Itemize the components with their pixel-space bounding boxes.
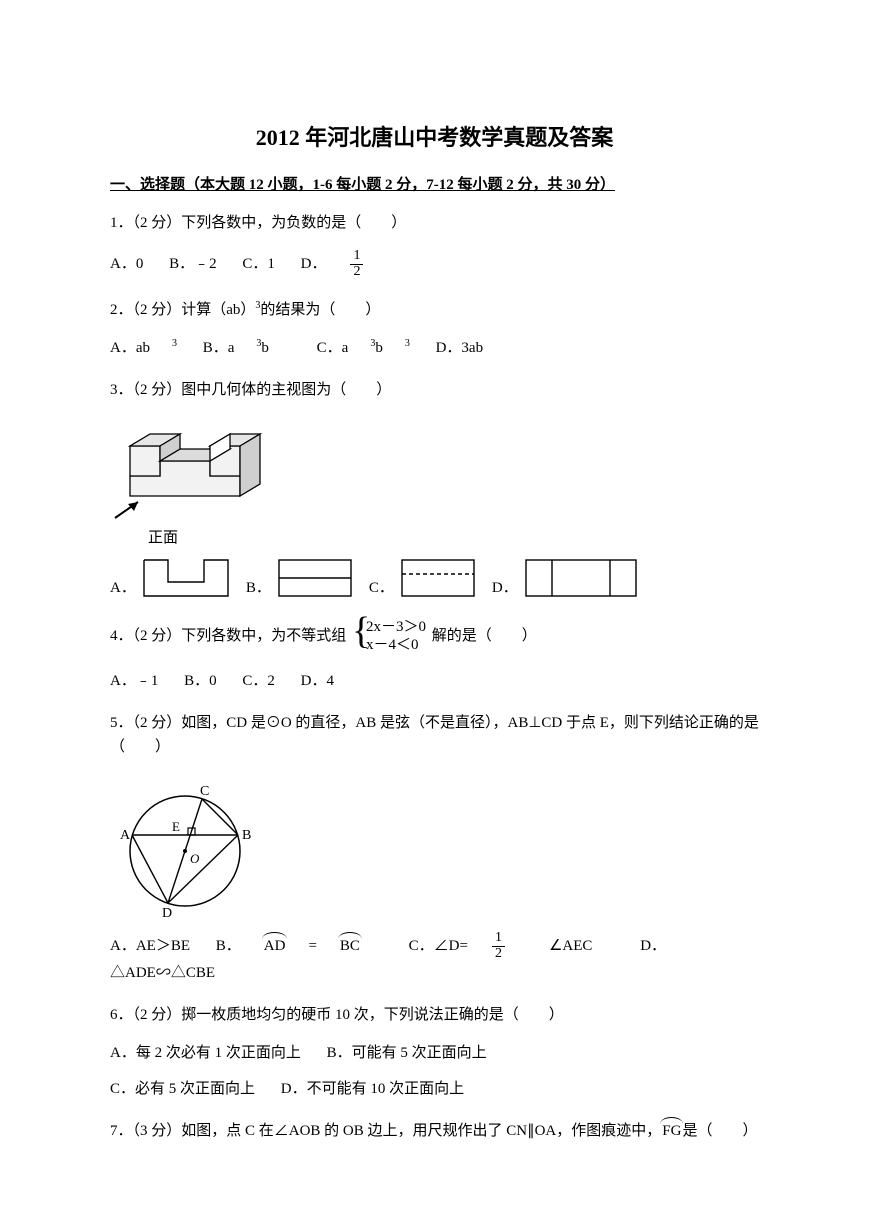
q6-stem: 6．（2 分）掷一枚质地均匀的硬币 10 次，下列说法正确的是（ ） bbox=[110, 1003, 759, 1027]
fraction-icon: 12 bbox=[492, 931, 527, 961]
q6-opt-d: D．不可能有 10 次正面向上 bbox=[281, 1081, 464, 1097]
q5-circle-figure: A B C D E O bbox=[110, 773, 759, 923]
q3-solid-figure: 正面 bbox=[110, 416, 759, 550]
front-view-dashed-icon bbox=[398, 556, 478, 600]
exam-page: 2012 年河北唐山中考数学真题及答案 一、选择题（本大题 12 小题，1-6 … bbox=[0, 0, 869, 1217]
front-view-two-verticals-icon bbox=[522, 556, 640, 600]
q5-stem: 5．（2 分）如图，CD 是⊙O 的直径，AB 是弦（不是直径），AB⊥CD 于… bbox=[110, 711, 759, 759]
label-e: E bbox=[172, 819, 180, 834]
q4-opt-a: A．﹣1 bbox=[110, 673, 158, 689]
q6-options-row2: C．必有 5 次正面向上 D．不可能有 10 次正面向上 bbox=[110, 1077, 759, 1101]
q6-opt-c: C．必有 5 次正面向上 bbox=[110, 1081, 255, 1097]
q4-options: A．﹣1 B．0 C．2 D．4 bbox=[110, 669, 759, 693]
q3-stem: 3．（2 分）图中几何体的主视图为（ ） bbox=[110, 378, 759, 402]
q2-stem: 2．（2 分）计算（ab）3的结果为（ ） bbox=[110, 298, 759, 322]
q2-options: A．ab3 B．a3b C．a3b3 D．3ab bbox=[110, 336, 759, 360]
q1-opt-b: B．﹣2 bbox=[169, 256, 217, 272]
front-direction-label: 正面 bbox=[148, 526, 759, 550]
q3-opt-d: D． bbox=[492, 556, 640, 600]
q3-options: A． B． C． D． bbox=[110, 556, 759, 600]
q4-opt-b: B．0 bbox=[184, 673, 217, 689]
q5-opt-b: B．AD=BC bbox=[216, 938, 387, 954]
section-1-header: 一、选择题（本大题 12 小题，1-6 每小题 2 分，7-12 每小题 2 分… bbox=[110, 173, 759, 197]
q1-opt-d: D．12 bbox=[301, 256, 408, 272]
front-view-u-icon bbox=[140, 556, 232, 600]
q4-opt-d: D．4 bbox=[301, 673, 334, 689]
q2-opt-c: C．a3b3 bbox=[317, 340, 410, 356]
label-a: A bbox=[120, 828, 131, 843]
q7-stem: 7．（3 分）如图，点 C 在∠AOB 的 OB 边上，用尺规作出了 CN∥OA… bbox=[110, 1119, 759, 1143]
q5-options: A．AE＞BE B．AD=BC C．∠D=12∠AEC D．△ADE∽△CBE bbox=[110, 931, 759, 985]
q1-options: A．0 B．﹣2 C．1 D．12 bbox=[110, 249, 759, 279]
q4-stem: 4．（2 分）下列各数中，为不等式组 2x－3＞0 x－4＜0 解的是（ ） bbox=[110, 618, 759, 656]
q3-opt-c: C． bbox=[369, 556, 478, 600]
arc-bc-icon: BC bbox=[339, 934, 361, 958]
q3-opt-a: A． bbox=[110, 556, 232, 600]
fraction-icon: 12 bbox=[350, 249, 385, 279]
q6-options-row1: A．每 2 次必有 1 次正面向上 B．可能有 5 次正面向上 bbox=[110, 1041, 759, 1065]
q2-opt-d: D．3ab bbox=[436, 340, 484, 356]
q2-opt-a: A．ab3 bbox=[110, 340, 177, 356]
q1-opt-c: C．1 bbox=[242, 256, 275, 272]
u-channel-3d-icon bbox=[110, 416, 270, 526]
q2-opt-b: B．a3b bbox=[203, 340, 291, 356]
label-c: C bbox=[200, 784, 209, 799]
label-o: O bbox=[190, 851, 200, 866]
q4-opt-c: C．2 bbox=[242, 673, 275, 689]
q1-d-prefix: D． bbox=[301, 256, 327, 272]
q6-opt-a: A．每 2 次必有 1 次正面向上 bbox=[110, 1045, 301, 1061]
q3-opt-b: B． bbox=[246, 556, 355, 600]
q1-stem: 1．（2 分）下列各数中，为负数的是（ ） bbox=[110, 211, 759, 235]
label-d: D bbox=[162, 906, 172, 921]
circle-chord-diameter-icon: A B C D E O bbox=[110, 773, 260, 923]
front-view-midline-icon bbox=[275, 556, 355, 600]
q1-opt-a: A．0 bbox=[110, 256, 143, 272]
q5-opt-c: C．∠D=12∠AEC bbox=[409, 938, 619, 954]
label-b: B bbox=[242, 828, 251, 843]
q6-opt-b: B．可能有 5 次正面向上 bbox=[327, 1045, 487, 1061]
brace-system-icon: 2x－3＞0 x－4＜0 bbox=[352, 618, 426, 656]
page-title: 2012 年河北唐山中考数学真题及答案 bbox=[110, 120, 759, 155]
q5-opt-a: A．AE＞BE bbox=[110, 938, 190, 954]
arc-ad-icon: AD bbox=[263, 934, 287, 958]
arc-fg-icon: FG bbox=[661, 1119, 682, 1143]
